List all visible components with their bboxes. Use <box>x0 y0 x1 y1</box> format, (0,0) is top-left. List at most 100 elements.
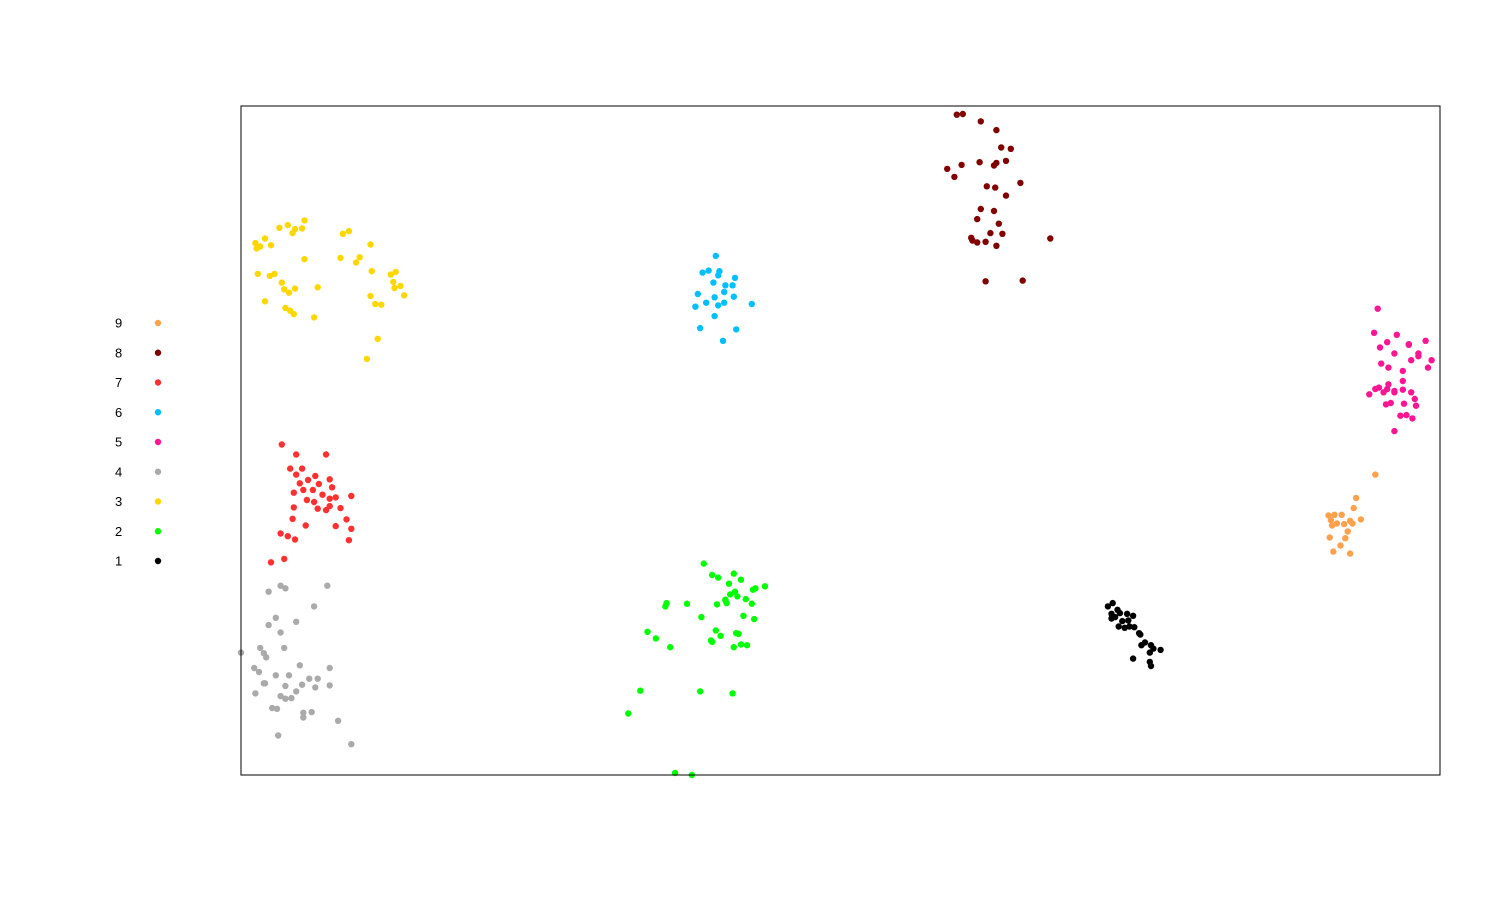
point-2-35 <box>697 688 703 694</box>
point-8-16 <box>978 206 984 212</box>
point-1-25 <box>1108 615 1114 621</box>
point-7-15 <box>319 492 325 498</box>
point-7-22 <box>315 506 321 512</box>
point-1-24 <box>1148 663 1154 669</box>
point-3-23 <box>286 290 292 296</box>
point-5-27 <box>1428 357 1434 363</box>
point-5-21 <box>1384 386 1390 392</box>
point-2-34 <box>637 688 643 694</box>
point-5-8 <box>1406 341 1412 347</box>
point-7-19 <box>348 493 354 499</box>
point-2-30 <box>738 641 744 647</box>
point-1-15 <box>1137 631 1143 637</box>
point-2-32 <box>744 642 750 648</box>
point-3-9 <box>340 231 346 237</box>
point-7-5 <box>293 471 299 477</box>
point-7-11 <box>310 487 316 493</box>
point-5-6 <box>1408 357 1414 363</box>
point-6-15 <box>703 300 709 306</box>
point-5-1 <box>1371 330 1377 336</box>
series-1 <box>1105 600 1164 669</box>
point-6-5 <box>732 275 738 281</box>
point-8-21 <box>999 231 1005 237</box>
point-4-36 <box>300 714 306 720</box>
point-2-20 <box>751 616 757 622</box>
point-9-6 <box>1337 542 1343 548</box>
point-4-13 <box>297 662 303 668</box>
point-3-33 <box>367 293 373 299</box>
point-3-31 <box>397 283 403 289</box>
point-2-29 <box>667 644 673 650</box>
point-3-41 <box>364 356 370 362</box>
point-6-7 <box>710 279 716 285</box>
point-1-21 <box>1147 649 1153 655</box>
point-3-18 <box>255 271 261 277</box>
point-7-8 <box>316 481 322 487</box>
point-5-19 <box>1408 389 1414 395</box>
point-3-17 <box>357 254 363 260</box>
legend-marker <box>155 469 161 475</box>
point-7-3 <box>287 465 293 471</box>
point-6-9 <box>695 291 701 297</box>
legend-item-3: 3 <box>115 494 161 509</box>
point-2-16 <box>752 585 758 591</box>
point-3-26 <box>369 268 375 274</box>
point-2-1 <box>709 572 715 578</box>
point-7-29 <box>333 523 339 529</box>
point-2-27 <box>644 629 650 635</box>
point-5-3 <box>1384 339 1390 345</box>
point-4-6 <box>293 619 299 625</box>
point-4-18 <box>286 672 292 678</box>
point-5-32 <box>1403 412 1409 418</box>
point-3-10 <box>346 228 352 234</box>
point-9-18 <box>1347 550 1353 556</box>
legend-marker <box>155 350 161 356</box>
point-4-25 <box>312 684 318 690</box>
point-8-4 <box>998 144 1004 150</box>
series-5 <box>1366 306 1435 435</box>
point-2-36 <box>729 690 735 696</box>
point-5-29 <box>1412 396 1418 402</box>
point-9-9 <box>1341 521 1347 527</box>
point-5-10 <box>1378 360 1384 366</box>
point-7-34 <box>346 537 352 543</box>
point-3-2 <box>268 242 274 248</box>
point-2-41 <box>722 597 728 603</box>
point-7-0 <box>279 441 285 447</box>
point-7-35 <box>281 556 287 562</box>
point-1-6 <box>1124 611 1130 617</box>
point-3-15 <box>337 255 343 261</box>
point-6-20 <box>733 326 739 332</box>
point-2-0 <box>701 560 707 566</box>
point-4-7 <box>277 629 283 635</box>
legend-item-5: 5 <box>115 435 161 450</box>
point-1-20 <box>1157 647 1163 653</box>
point-8-18 <box>974 216 980 222</box>
point-4-28 <box>293 688 299 694</box>
point-6-3 <box>699 269 705 275</box>
point-8-29 <box>1020 277 1026 283</box>
legend-label: 4 <box>115 464 122 479</box>
point-5-23 <box>1391 389 1397 395</box>
point-2-22 <box>713 627 719 633</box>
point-6-18 <box>711 313 717 319</box>
point-9-7 <box>1330 548 1336 554</box>
point-9-4 <box>1334 520 1340 526</box>
point-4-26 <box>327 682 333 688</box>
point-5-30 <box>1383 401 1389 407</box>
legend-label: 7 <box>115 375 122 390</box>
point-6-16 <box>715 302 721 308</box>
point-5-31 <box>1397 413 1403 419</box>
point-8-8 <box>944 166 950 172</box>
point-6-0 <box>713 253 719 259</box>
point-9-2 <box>1331 512 1337 518</box>
point-4-35 <box>309 709 315 715</box>
point-3-4 <box>285 222 291 228</box>
point-6-8 <box>721 289 727 295</box>
point-8-1 <box>960 111 966 117</box>
point-7-36 <box>268 559 274 565</box>
point-7-18 <box>311 499 317 505</box>
point-3-3 <box>276 225 282 231</box>
point-1-5 <box>1117 610 1123 616</box>
point-3-7 <box>299 225 305 231</box>
